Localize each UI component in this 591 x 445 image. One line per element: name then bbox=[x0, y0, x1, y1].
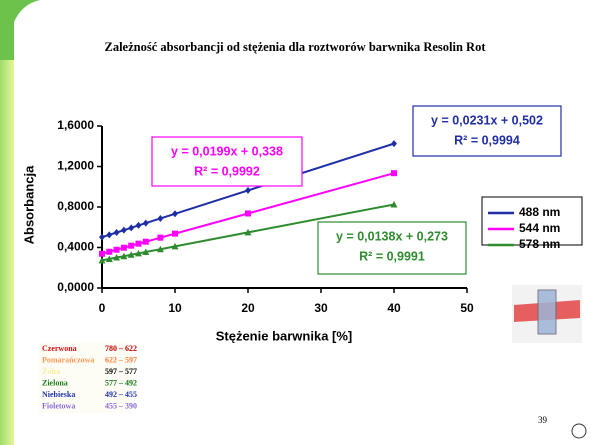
color-name: Czerwona bbox=[42, 344, 77, 353]
data-point bbox=[142, 219, 149, 227]
data-point bbox=[135, 240, 142, 247]
x-tick-label: 20 bbox=[241, 301, 255, 315]
wavelength-range: 622 – 597 bbox=[105, 355, 137, 364]
y-tick-label: 0,4000 bbox=[57, 240, 94, 254]
data-point bbox=[99, 250, 105, 257]
page-number: 39 bbox=[538, 415, 548, 425]
color-table: Czerwona 780 – 622 Pomarańczowa 622 – 597 Żó… bbox=[38, 343, 137, 413]
y-axis-label: Absorbancja bbox=[21, 165, 36, 245]
data-point bbox=[172, 210, 178, 218]
data-point bbox=[156, 245, 164, 253]
data-point bbox=[135, 249, 142, 257]
equation: y = 0,0199x + 0,338 bbox=[171, 144, 283, 158]
legend-label: 488 nm bbox=[519, 205, 560, 219]
equation-box bbox=[151, 136, 303, 187]
data-point bbox=[113, 229, 120, 237]
data-point bbox=[99, 233, 105, 241]
color-name: Pomarańczowa bbox=[42, 355, 94, 364]
x-axis-label: Stężenie barwnika [%] bbox=[216, 328, 353, 343]
y-tick-label: 1,2000 bbox=[57, 159, 94, 173]
data-point bbox=[157, 214, 164, 222]
equation-box bbox=[317, 221, 467, 275]
data-point bbox=[105, 255, 113, 262]
r-squared: R² = 0,9991 bbox=[359, 249, 425, 263]
corner-decoration bbox=[0, 0, 40, 60]
y-tick-label: 0,0000 bbox=[57, 280, 94, 294]
data-point bbox=[391, 140, 397, 148]
data-point bbox=[142, 238, 149, 245]
equation: y = 0,0231x + 0,502 bbox=[431, 113, 543, 127]
data-point bbox=[142, 248, 150, 255]
legend-label: 578 nm bbox=[519, 237, 560, 251]
x-tick-label: 10 bbox=[168, 301, 182, 315]
cuvette-image bbox=[512, 285, 582, 343]
x-tick-label: 40 bbox=[387, 301, 401, 315]
wavelength-range: 492 – 455 bbox=[105, 390, 137, 399]
color-name: Zielona bbox=[42, 378, 68, 387]
wavelength-range: 455 – 390 bbox=[105, 401, 137, 410]
data-point bbox=[120, 252, 128, 260]
legend bbox=[481, 196, 583, 246]
data-point bbox=[113, 254, 121, 261]
wavelength-range: 597 – 577 bbox=[105, 367, 137, 376]
data-point bbox=[127, 251, 135, 258]
equation: y = 0,0138x + 0,273 bbox=[336, 229, 448, 243]
x-tick-label: 30 bbox=[314, 301, 328, 315]
data-point bbox=[245, 186, 251, 194]
data-point bbox=[244, 228, 252, 236]
color-name: Fioletowa bbox=[42, 401, 75, 410]
cuvette bbox=[537, 289, 557, 335]
y-tick-label: 1,6000 bbox=[57, 118, 94, 132]
r-squared: R² = 0,9994 bbox=[454, 133, 520, 147]
wavelength-range: 780 – 622 bbox=[105, 344, 137, 353]
legend-label: 544 nm bbox=[519, 221, 560, 235]
nav-circle bbox=[571, 423, 587, 439]
data-point bbox=[128, 242, 135, 249]
y-tick-label: 0,8000 bbox=[57, 199, 94, 213]
data-point bbox=[245, 210, 251, 217]
data-point bbox=[135, 221, 142, 229]
x-tick-label: 0 bbox=[99, 301, 106, 315]
table-background bbox=[38, 343, 132, 413]
data-point bbox=[120, 244, 127, 251]
x-tick-label: 50 bbox=[460, 301, 474, 315]
data-point bbox=[120, 226, 127, 234]
equation-box bbox=[412, 105, 562, 157]
data-point bbox=[98, 256, 106, 264]
color-name: Żółta bbox=[42, 366, 60, 376]
r-squared: R² = 0,9992 bbox=[194, 164, 260, 178]
data-point bbox=[128, 224, 135, 232]
data-point bbox=[106, 248, 113, 255]
legend-box bbox=[481, 196, 583, 246]
side-strip bbox=[0, 0, 14, 445]
data-point bbox=[113, 246, 120, 253]
data-point bbox=[172, 230, 178, 237]
wavelength-range: 577 – 492 bbox=[105, 378, 137, 387]
data-point bbox=[171, 242, 179, 250]
color-name: Niebieska bbox=[42, 390, 75, 399]
data-point bbox=[390, 200, 398, 208]
data-point bbox=[106, 231, 113, 239]
chart-title: Zależność absorbancji od stężenia dla ro… bbox=[104, 40, 486, 54]
data-point bbox=[391, 170, 397, 177]
data-point bbox=[157, 234, 164, 241]
